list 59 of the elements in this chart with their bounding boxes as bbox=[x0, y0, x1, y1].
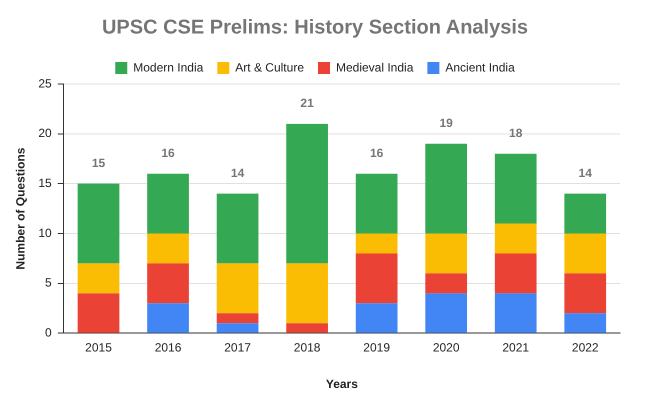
x-tick-label: 2022 bbox=[572, 340, 599, 355]
bar bbox=[564, 313, 606, 333]
total-label: 21 bbox=[300, 96, 314, 110]
bar bbox=[356, 234, 398, 254]
legend-label: Medieval India bbox=[336, 60, 414, 74]
bar bbox=[216, 194, 258, 264]
bar bbox=[78, 293, 120, 333]
x-tick-label: 2020 bbox=[432, 340, 460, 355]
legend-label: Modern India bbox=[133, 60, 204, 74]
y-tick-label: 10 bbox=[38, 226, 52, 240]
total-label: 19 bbox=[439, 116, 454, 130]
x-tick-label: 2018 bbox=[294, 340, 321, 355]
total-label: 16 bbox=[161, 146, 176, 160]
bar bbox=[564, 234, 606, 274]
y-tick-label: 15 bbox=[38, 176, 52, 190]
total-label: 14 bbox=[578, 166, 592, 180]
y-tick-label: 20 bbox=[38, 126, 52, 140]
bar bbox=[425, 293, 468, 333]
legend-label: Art & Culture bbox=[235, 60, 304, 74]
bar bbox=[286, 263, 328, 324]
legend-label: Ancient India bbox=[445, 60, 516, 74]
bar bbox=[494, 154, 537, 224]
bar bbox=[147, 174, 189, 234]
y-tick-label: 5 bbox=[45, 276, 52, 290]
bar bbox=[147, 234, 189, 264]
chart-title: UPSC CSE Prelims: History Section Analysis bbox=[102, 16, 528, 39]
bar bbox=[425, 273, 468, 294]
bar bbox=[147, 263, 189, 304]
bar bbox=[564, 273, 606, 314]
bar bbox=[425, 144, 468, 234]
bar bbox=[425, 234, 468, 274]
bar bbox=[564, 194, 606, 234]
bar bbox=[494, 293, 537, 333]
x-tick-label: 2021 bbox=[502, 340, 530, 355]
bar bbox=[494, 224, 537, 254]
y-axis-title: Number of Questions bbox=[14, 147, 28, 270]
bar bbox=[356, 303, 398, 333]
y-tick-label: 0 bbox=[45, 326, 52, 340]
x-tick-label: 2019 bbox=[363, 340, 390, 355]
x-tick-label: 2017 bbox=[224, 340, 252, 355]
bar bbox=[216, 313, 258, 324]
bar bbox=[78, 263, 120, 294]
bar bbox=[216, 323, 258, 333]
bar bbox=[78, 184, 120, 264]
bar bbox=[147, 303, 189, 333]
x-axis-title: Years bbox=[326, 377, 358, 392]
bar bbox=[494, 253, 537, 294]
total-label: 16 bbox=[370, 146, 384, 160]
total-label: 15 bbox=[92, 156, 106, 170]
total-label: 14 bbox=[230, 166, 245, 180]
x-tick-label: 2015 bbox=[85, 340, 112, 355]
bar bbox=[286, 323, 328, 333]
bar bbox=[356, 253, 398, 304]
bar bbox=[216, 263, 258, 314]
total-label: 18 bbox=[509, 126, 523, 140]
y-tick-label: 25 bbox=[38, 76, 52, 90]
bar bbox=[286, 124, 328, 264]
bar bbox=[356, 174, 398, 234]
x-tick-label: 2016 bbox=[154, 340, 182, 355]
